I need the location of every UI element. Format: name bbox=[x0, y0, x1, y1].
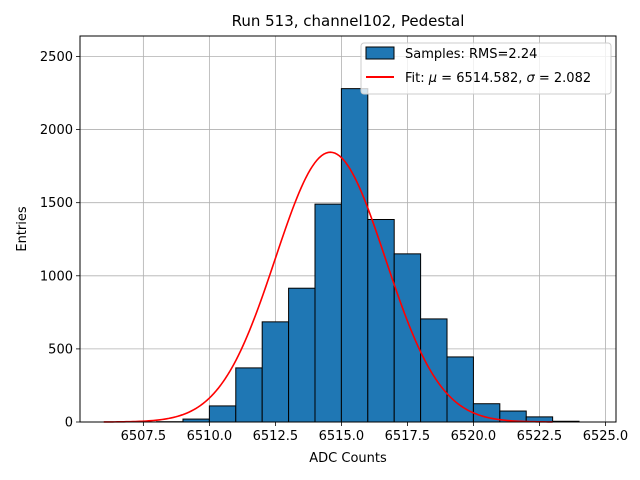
histogram-bar bbox=[446, 356, 474, 423]
x-axis-ticks: 6507.5 6510.0 6512.5 6515.0 6517.5 6520.0 6522… bbox=[121, 422, 629, 444]
histogram-bar bbox=[367, 218, 395, 423]
y-tick-label: 2000 bbox=[40, 123, 73, 138]
fit-curve bbox=[103, 151, 553, 423]
y-tick-label: 1000 bbox=[40, 269, 73, 284]
fit-curve-layer bbox=[103, 151, 553, 423]
histogram-bars bbox=[156, 88, 580, 423]
histogram-bar bbox=[208, 405, 237, 423]
x-tick-label: 6512.5 bbox=[253, 429, 299, 444]
legend-samples-swatch bbox=[365, 46, 395, 60]
legend-samples-label: Samples: RMS=2.24 bbox=[405, 47, 537, 62]
legend: Samples: RMS=2.24 Fit: μ = 6514.582, σ =… bbox=[360, 42, 612, 95]
y-tick-label: 2500 bbox=[40, 50, 73, 65]
histogram-bar bbox=[420, 318, 448, 423]
y-axis-ticks: 0 500 1000 1500 2000 2500 bbox=[40, 50, 80, 431]
histogram-bar bbox=[314, 203, 342, 423]
plot-frame bbox=[79, 35, 617, 423]
x-tick-label: 6515.0 bbox=[319, 429, 365, 444]
x-tick-label: 6507.5 bbox=[121, 429, 167, 444]
x-tick-label: 6525.0 bbox=[583, 429, 629, 444]
chart-title: Run 513, channel102, Pedestal bbox=[232, 12, 465, 30]
legend-fit-label: Fit: μ = 6514.582, σ = 2.082 bbox=[405, 71, 591, 86]
x-axis-label: ADC Counts bbox=[309, 451, 387, 466]
x-tick-label: 6522.5 bbox=[517, 429, 563, 444]
histogram-bar bbox=[261, 321, 290, 423]
y-tick-label: 0 bbox=[65, 416, 73, 431]
x-tick-label: 6520.0 bbox=[451, 429, 497, 444]
y-tick-label: 1500 bbox=[40, 196, 73, 211]
x-tick-label: 6510.0 bbox=[187, 429, 233, 444]
histogram-bar bbox=[393, 253, 422, 423]
histogram-bar bbox=[340, 88, 369, 423]
y-tick-label: 500 bbox=[48, 342, 73, 357]
x-tick-label: 6517.5 bbox=[385, 429, 431, 444]
y-axis-label: Entries bbox=[15, 206, 30, 252]
histogram-bar bbox=[235, 367, 263, 423]
histogram-bar bbox=[288, 287, 316, 423]
legend-box bbox=[360, 42, 612, 95]
